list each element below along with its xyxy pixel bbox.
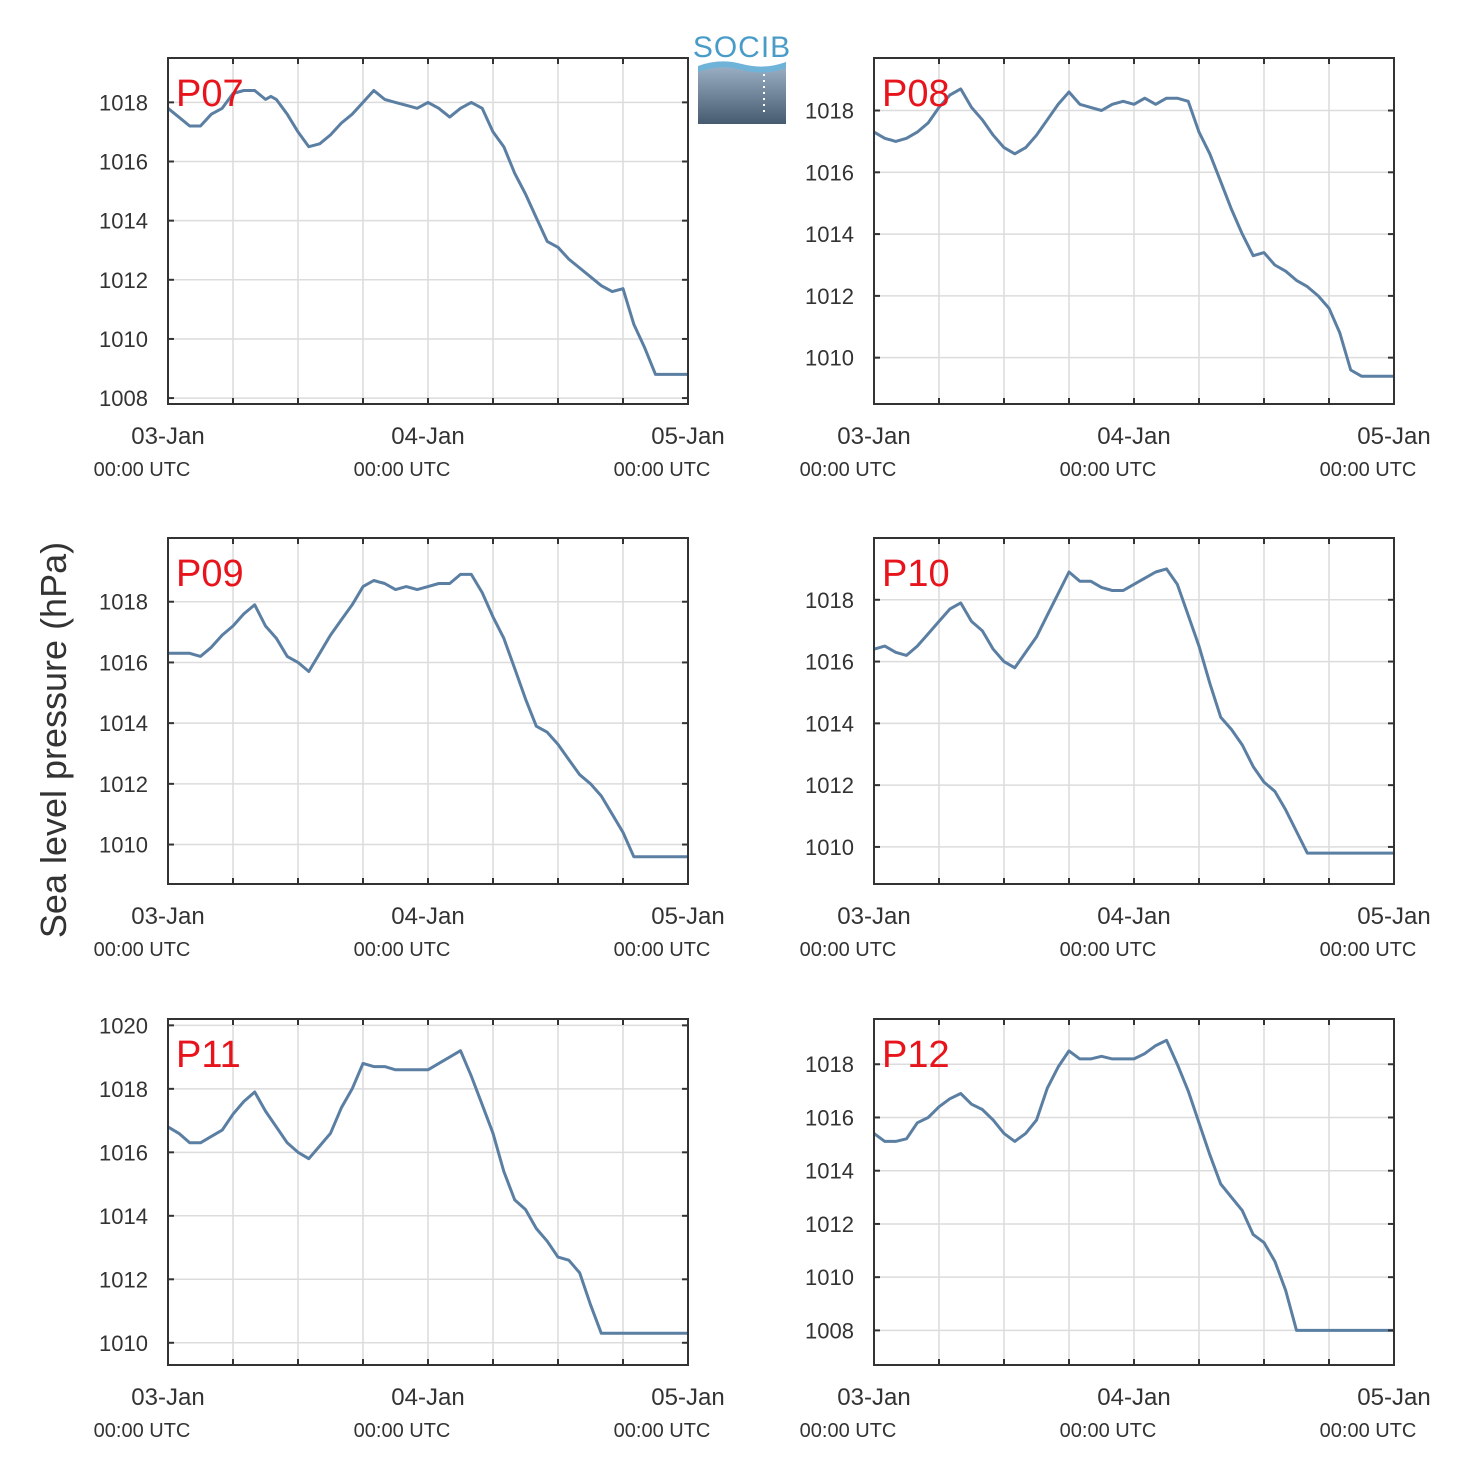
y-tick-label: 1016: [805, 160, 854, 185]
x-tick-sublabel: 00:00 UTC: [1060, 939, 1157, 961]
x-tick-sublabel: 00:00 UTC: [614, 459, 711, 481]
x-tick-label: 04-Jan: [1097, 1384, 1170, 1411]
x-tick-sublabel: 00:00 UTC: [1060, 459, 1157, 481]
x-tick-sublabel: 00:00 UTC: [800, 459, 897, 481]
y-tick-label: 1010: [99, 833, 148, 858]
series-line-p08: [873, 87, 1394, 378]
y-tick-label: 1018: [99, 590, 148, 615]
y-tick-label: 1016: [99, 150, 148, 175]
panel-label: P08: [882, 73, 950, 115]
series-line-p10: [873, 567, 1394, 855]
y-tick-label: 1016: [99, 1140, 148, 1165]
panel-p12: 1008 1010 1012 1014 1016 1018 03-Jan 00:00 UTC 0…: [800, 1018, 1431, 1442]
y-tick-label: 1012: [805, 773, 854, 798]
socib-logo: SOCIB: [693, 31, 791, 124]
x-tick-label: 04-Jan: [1097, 903, 1170, 930]
y-tick-label: 1014: [805, 711, 854, 736]
x-tick-sublabel: 00:00 UTC: [1320, 939, 1417, 961]
logo-text: SOCIB: [693, 31, 791, 64]
x-tick-label: 05-Jan: [651, 423, 724, 450]
y-tick-label: 1008: [805, 1318, 854, 1343]
series-line-p12: [873, 1038, 1394, 1332]
series-line-p07: [167, 89, 688, 376]
y-tick-label: 1016: [99, 650, 148, 675]
x-tick-label: 05-Jan: [1357, 903, 1430, 930]
y-tick-label: 1012: [805, 284, 854, 309]
y-tick-label: 1014: [99, 209, 148, 234]
x-tick-sublabel: 00:00 UTC: [354, 939, 451, 961]
x-tick-label: 04-Jan: [391, 1384, 464, 1411]
x-tick-label: 03-Jan: [131, 1384, 204, 1411]
panel-label: P10: [882, 553, 950, 595]
logo-top-band-icon: [698, 61, 786, 73]
x-tick-sublabel: 00:00 UTC: [1320, 1420, 1417, 1442]
panel-p09: 1010 1012 1014 1016 1018 03-Jan 00:00 UTC 04-Ja…: [94, 537, 725, 961]
y-tick-label: 1012: [99, 772, 148, 797]
y-tick-label: 1012: [99, 1267, 148, 1292]
x-tick-label: 04-Jan: [391, 903, 464, 930]
x-tick-sublabel: 00:00 UTC: [1060, 1420, 1157, 1442]
x-tick-label: 05-Jan: [1357, 423, 1430, 450]
y-tick-label: 1020: [99, 1013, 148, 1038]
y-tick-label: 1016: [805, 1105, 854, 1130]
x-tick-sublabel: 00:00 UTC: [94, 939, 191, 961]
y-tick-label: 1018: [805, 588, 854, 613]
y-tick-label: 1018: [99, 90, 148, 115]
x-tick-sublabel: 00:00 UTC: [94, 459, 191, 481]
y-tick-label: 1010: [99, 1331, 148, 1356]
y-tick-label: 1016: [805, 650, 854, 675]
panel-label: P09: [176, 553, 244, 595]
x-tick-label: 03-Jan: [837, 1384, 910, 1411]
y-tick-label: 1014: [805, 222, 854, 247]
x-tick-sublabel: 00:00 UTC: [614, 1420, 711, 1442]
y-tick-label: 1010: [99, 327, 148, 352]
x-tick-label: 03-Jan: [131, 423, 204, 450]
y-tick-label: 1010: [805, 835, 854, 860]
x-tick-sublabel: 00:00 UTC: [800, 939, 897, 961]
x-tick-label: 03-Jan: [131, 903, 204, 930]
x-tick-label: 05-Jan: [651, 1384, 724, 1411]
x-tick-label: 03-Jan: [837, 423, 910, 450]
x-tick-sublabel: 00:00 UTC: [94, 1420, 191, 1442]
x-tick-sublabel: 00:00 UTC: [354, 1420, 451, 1442]
panel-p11: 1010 1012 1014 1016 1018 1020 03-Jan 00:00 UTC 0…: [94, 1013, 725, 1442]
y-tick-label: 1010: [805, 1265, 854, 1290]
x-tick-label: 05-Jan: [1357, 1384, 1430, 1411]
y-tick-label: 1010: [805, 346, 854, 371]
x-tick-sublabel: 00:00 UTC: [614, 939, 711, 961]
panel-label: P11: [176, 1034, 241, 1076]
series-line-p11: [167, 1049, 688, 1335]
panel-label: P07: [176, 73, 244, 115]
y-axis-label: Sea level pressure (hPa): [33, 542, 74, 938]
panels: 1008 1010 1012 1014 1016 1018 03-Jan 00:00 UTC 0…: [94, 57, 1431, 1442]
x-tick-sublabel: 00:00 UTC: [354, 459, 451, 481]
y-tick-label: 1012: [805, 1212, 854, 1237]
x-tick-sublabel: 00:00 UTC: [800, 1420, 897, 1442]
y-tick-label: 1014: [99, 711, 148, 736]
y-tick-label: 1014: [805, 1159, 854, 1184]
x-tick-label: 04-Jan: [1097, 423, 1170, 450]
x-tick-label: 04-Jan: [391, 423, 464, 450]
y-tick-label: 1008: [99, 386, 148, 411]
series-line-p09: [168, 572, 688, 859]
panel-p10: 1010 1012 1014 1016 1018 03-Jan 00:00 UTC 04-Ja…: [800, 537, 1431, 961]
x-tick-label: 03-Jan: [837, 903, 910, 930]
x-tick-label: 05-Jan: [651, 903, 724, 930]
panel-p08: 1010 1012 1014 1016 1018 03-Jan 00:00 UTC 04-Ja…: [800, 57, 1431, 481]
y-tick-label: 1014: [99, 1204, 148, 1229]
y-tick-label: 1018: [99, 1077, 148, 1102]
logo-wave-icon: [698, 63, 786, 124]
panel-p07: 1008 1010 1012 1014 1016 1018 03-Jan 00:00 UTC 0…: [94, 57, 725, 481]
x-tick-sublabel: 00:00 UTC: [1320, 459, 1417, 481]
y-tick-label: 1018: [805, 99, 854, 124]
y-tick-label: 1018: [805, 1052, 854, 1077]
panel-label: P12: [882, 1034, 950, 1076]
y-tick-label: 1012: [99, 268, 148, 293]
